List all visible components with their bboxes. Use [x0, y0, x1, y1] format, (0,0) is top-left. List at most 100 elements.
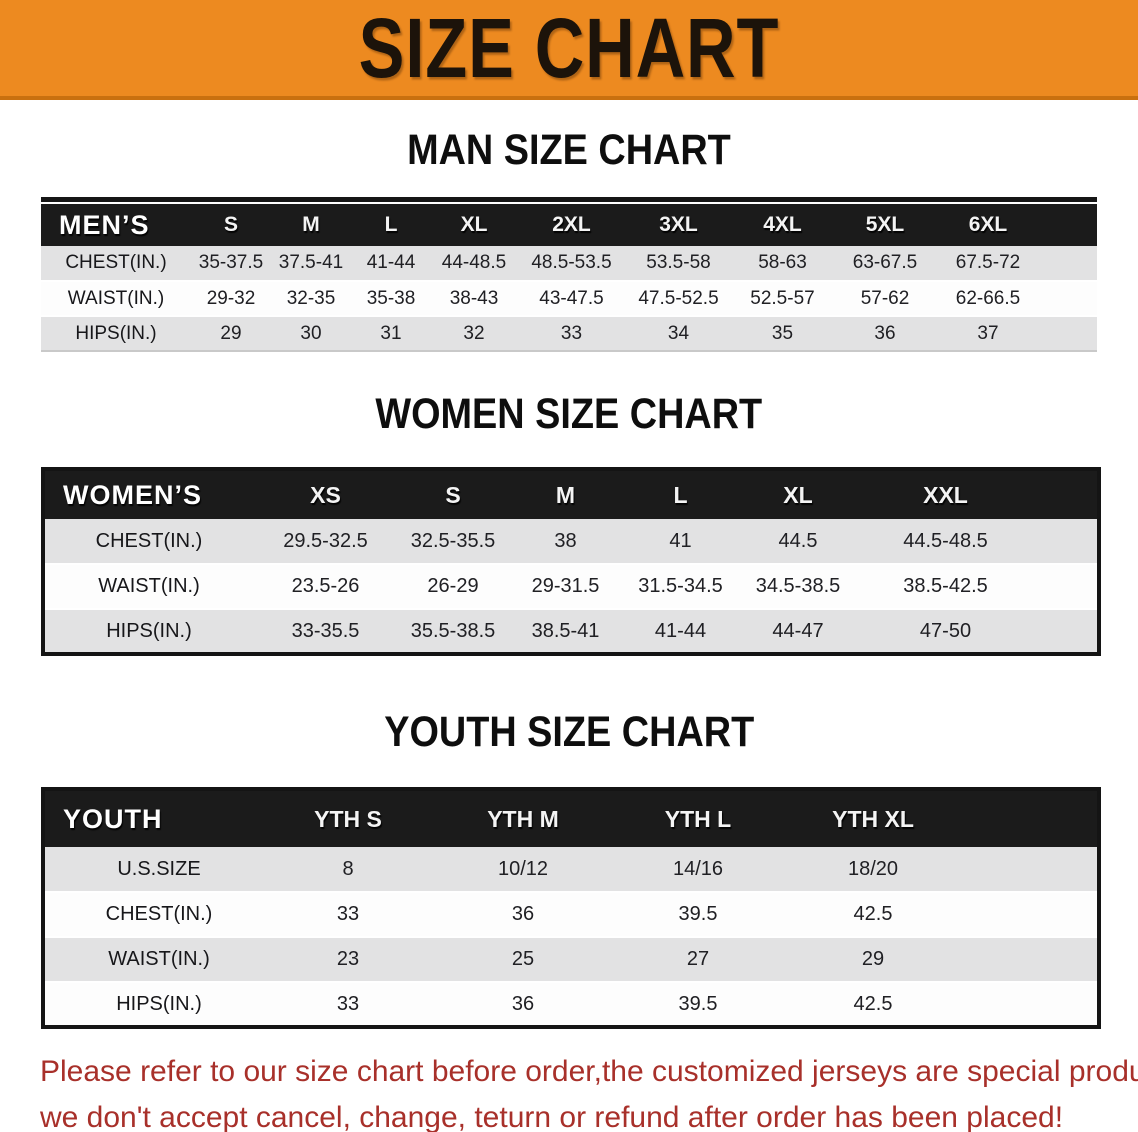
youth-section-heading: YOUTH SIZE CHART — [0, 708, 1138, 757]
size-table-header-row: MEN’S S M L XL 2XL 3XL 4XL 5XL 6XL — [41, 204, 1097, 246]
size-value-cell: 34.5-38.5 — [755, 575, 841, 597]
row-label: CHEST(IN.) — [95, 529, 203, 552]
measurement-row: WAIST(IN.) 23 25 27 29 — [43, 937, 1099, 982]
youth-size-table-wrap: YOUTH YTH S YTH M YTH L YTH XL U.S.SIZE 8 10/12… — [41, 787, 1101, 1029]
size-value-cell: 26-29 — [427, 575, 479, 597]
women-size-table-wrap: WOMEN’S XS S M L XL XXL CHEST(IN.) 29.5-32.5 32.5… — [41, 467, 1101, 656]
row-filler-cell — [973, 937, 1099, 982]
size-value-cell: 33 — [336, 903, 360, 925]
size-value-cell: 31.5-34.5 — [638, 575, 723, 597]
size-column-header: 4XL — [763, 213, 802, 236]
size-value-cell: 42.5 — [853, 903, 893, 925]
size-value-cell: 47-50 — [919, 619, 972, 642]
size-value-cell: 32 — [463, 322, 485, 344]
size-column-header: XS — [310, 481, 341, 508]
size-value-cell: 35-38 — [366, 287, 416, 309]
banner-title: SIZE CHART — [358, 0, 780, 95]
women-section-heading: WOMEN SIZE CHART — [0, 390, 1138, 439]
size-column-header: XXL — [923, 481, 968, 508]
size-column-header: YTH L — [664, 805, 732, 832]
size-value-cell: 29-31.5 — [531, 575, 600, 597]
man-section-heading-text: MAN SIZE CHART — [407, 126, 731, 174]
size-value-cell: 32.5-35.5 — [410, 529, 496, 552]
measurement-row: WAIST(IN.) 23.5-26 26-29 29-31.5 31.5-34.5 34… — [43, 564, 1099, 609]
size-value-cell: 53.5-58 — [646, 252, 711, 273]
row-filler-cell — [1033, 519, 1099, 564]
row-label: WAIST(IN.) — [67, 287, 165, 309]
youth-section-heading-text: YOUTH SIZE CHART — [383, 708, 754, 756]
size-value-cell: 41-44 — [654, 619, 707, 642]
size-column-header: M — [555, 481, 576, 508]
size-value-cell: 33-35.5 — [291, 619, 360, 642]
row-filler-cell — [1033, 609, 1099, 654]
size-value-cell: 33 — [560, 322, 583, 344]
table-corner-label: WOMEN’S — [63, 479, 202, 510]
size-value-cell: 44.5-48.5 — [903, 529, 988, 552]
size-value-cell: 41 — [669, 529, 692, 552]
row-filler-cell — [973, 892, 1099, 937]
size-value-cell: 37.5-41 — [278, 252, 344, 273]
size-value-cell: 35-37.5 — [198, 252, 264, 273]
size-value-cell: 35.5-38.5 — [410, 619, 496, 642]
size-value-cell: 43-47.5 — [539, 287, 604, 309]
men-size-table-wrap: MEN’S S M L XL 2XL 3XL 4XL 5XL 6XL CHEST(IN.) 35-37… — [41, 204, 1097, 352]
size-value-cell: 36 — [511, 992, 535, 1015]
measurement-row: CHEST(IN.) 35-37.5 37.5-41 41-44 44-48.5 48.5… — [41, 246, 1097, 281]
size-column-header: S — [223, 213, 238, 236]
size-value-cell: 33 — [336, 992, 360, 1015]
size-value-cell: 39.5 — [678, 992, 718, 1015]
size-value-cell: 52.5-57 — [750, 287, 815, 309]
row-label: CHEST(IN.) — [65, 252, 167, 273]
row-filler-cell — [973, 982, 1099, 1027]
row-label: HIPS(IN.) — [116, 992, 202, 1015]
measurement-row: HIPS(IN.) 29 30 31 32 33 34 35 36 37 — [41, 316, 1097, 351]
size-value-cell: 44.5 — [778, 529, 818, 552]
size-value-cell: 44-47 — [772, 619, 824, 642]
size-value-cell: 63-67.5 — [852, 252, 918, 273]
size-value-cell: 38 — [554, 529, 577, 552]
size-value-cell: 47.5-52.5 — [638, 287, 719, 309]
women-section-heading-text: WOMEN SIZE CHART — [375, 390, 763, 438]
size-value-cell: 41-44 — [366, 252, 416, 273]
size-value-cell: 42.5 — [853, 992, 893, 1015]
size-column-header: L — [673, 481, 688, 508]
header-filler-cell — [1040, 204, 1097, 246]
size-column-header: 5XL — [865, 213, 905, 236]
measurement-row: HIPS(IN.) 33 36 39.5 42.5 — [43, 982, 1099, 1027]
size-value-cell: 36 — [511, 903, 535, 925]
size-value-cell: 62-66.5 — [955, 287, 1021, 309]
size-column-header: 3XL — [659, 213, 698, 236]
measurement-row: CHEST(IN.) 33 36 39.5 42.5 — [43, 892, 1099, 937]
table-corner-label: YOUTH — [63, 803, 163, 834]
size-value-cell: 29.5-32.5 — [283, 529, 368, 552]
measurement-row: CHEST(IN.) 29.5-32.5 32.5-35.5 38 41 44.5 44.5… — [43, 519, 1099, 564]
women-size-table: WOMEN’S XS S M L XL XXL CHEST(IN.) 29.5-32.5 32.5… — [41, 467, 1101, 656]
size-value-cell: 36 — [874, 322, 896, 344]
size-value-cell: 23.5-26 — [291, 575, 360, 597]
size-value-cell: 10/12 — [497, 857, 549, 880]
size-column-header: 2XL — [552, 213, 591, 236]
size-table-header-row: WOMEN’S XS S M L XL XXL — [43, 469, 1099, 519]
row-label: U.S.SIZE — [117, 857, 201, 880]
size-value-cell: 35 — [771, 322, 794, 344]
row-filler-cell — [973, 847, 1099, 892]
size-value-cell: 67.5-72 — [955, 252, 1021, 273]
size-value-cell: 8 — [342, 857, 354, 880]
row-label: CHEST(IN.) — [105, 903, 213, 925]
size-value-cell: 38-43 — [449, 287, 499, 309]
size-value-cell: 44-48.5 — [441, 252, 507, 273]
size-column-header: 6XL — [968, 213, 1008, 236]
row-filler-cell — [1033, 564, 1099, 609]
man-section-heading: MAN SIZE CHART — [0, 126, 1138, 175]
header-filler-cell — [973, 789, 1099, 847]
size-chart-banner: SIZE CHART — [0, 0, 1138, 100]
size-value-cell: 38.5-41 — [531, 619, 600, 642]
size-value-cell: 25 — [511, 948, 535, 970]
header-filler-cell — [1033, 469, 1099, 519]
measurement-row: HIPS(IN.) 33-35.5 35.5-38.5 38.5-41 41-44 44-… — [43, 609, 1099, 654]
size-value-cell: 32-35 — [286, 287, 336, 309]
size-value-cell: 39.5 — [678, 903, 718, 925]
size-column-header: M — [302, 213, 320, 236]
size-value-cell: 14/16 — [672, 857, 724, 880]
size-value-cell: 23 — [336, 948, 360, 970]
